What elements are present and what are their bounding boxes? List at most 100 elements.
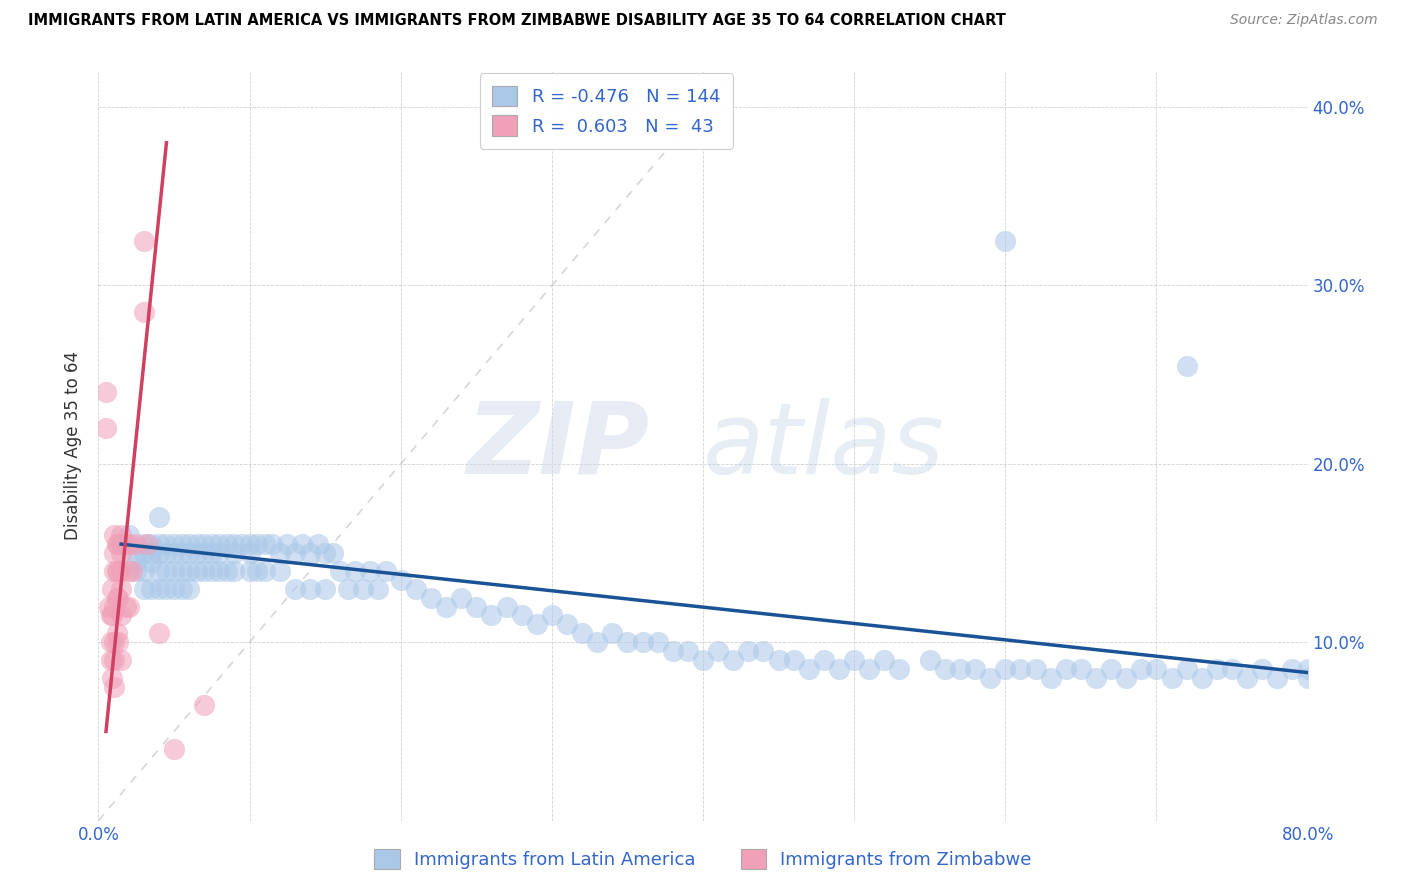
Point (1024, 662, 1046, 676)
Point (163, 742, 186, 756)
Point (723, 653, 745, 667)
Point (1010, 662, 1032, 676)
Point (1267, 671, 1289, 685)
Point (231, 537, 253, 551)
Point (1236, 671, 1258, 685)
Point (107, 591, 129, 605)
Point (132, 564, 155, 578)
Point (1115, 671, 1137, 685)
Point (163, 582, 186, 596)
Point (314, 546, 336, 560)
Text: atlas: atlas (703, 398, 945, 494)
Point (434, 599, 457, 614)
Point (103, 635, 125, 649)
Point (813, 653, 835, 667)
Point (918, 653, 941, 667)
Point (284, 582, 307, 596)
Point (125, 546, 148, 560)
Point (105, 591, 128, 605)
Point (631, 635, 654, 649)
Point (186, 564, 208, 578)
Point (132, 546, 155, 560)
Point (155, 537, 177, 551)
Point (170, 546, 193, 560)
Point (98, 599, 121, 614)
Point (163, 564, 186, 578)
Point (101, 582, 124, 596)
Point (103, 653, 125, 667)
Point (125, 564, 148, 578)
Point (420, 591, 443, 605)
Point (100, 653, 122, 667)
Point (201, 564, 224, 578)
Point (105, 564, 128, 578)
Point (101, 608, 124, 623)
Y-axis label: Disability Age 35 to 64: Disability Age 35 to 64 (65, 351, 83, 541)
Point (1130, 662, 1153, 676)
Point (125, 537, 148, 551)
Point (284, 546, 307, 560)
Point (768, 653, 790, 667)
Point (934, 662, 956, 676)
Point (336, 582, 359, 596)
Point (1296, 662, 1319, 676)
Point (647, 635, 669, 649)
Legend: Immigrants from Latin America, Immigrants from Zimbabwe: Immigrants from Latin America, Immigrant… (366, 839, 1040, 879)
Point (125, 555, 148, 569)
Point (291, 537, 314, 551)
Point (215, 564, 238, 578)
Point (193, 564, 215, 578)
Point (170, 582, 193, 596)
Point (107, 537, 129, 551)
Point (858, 662, 880, 676)
Point (1144, 662, 1167, 676)
Point (148, 510, 170, 524)
Point (1160, 671, 1182, 685)
Point (979, 671, 1001, 685)
Point (1039, 671, 1062, 685)
Point (239, 564, 262, 578)
Point (965, 662, 987, 676)
Point (269, 564, 291, 578)
Point (148, 564, 170, 578)
Point (783, 653, 806, 667)
Point (132, 234, 155, 248)
Point (344, 564, 367, 578)
Point (1070, 662, 1092, 676)
Point (118, 537, 141, 551)
Point (208, 537, 231, 551)
Point (239, 546, 262, 560)
Point (540, 608, 562, 623)
Point (132, 582, 155, 596)
Point (118, 599, 141, 614)
Point (107, 564, 129, 578)
Point (118, 564, 141, 578)
Point (141, 537, 163, 551)
Point (1099, 662, 1122, 676)
Point (132, 305, 155, 319)
Point (253, 537, 276, 551)
Point (148, 582, 170, 596)
Point (179, 582, 201, 596)
Point (676, 644, 699, 658)
Point (737, 644, 759, 658)
Point (450, 591, 472, 605)
Point (179, 546, 201, 560)
Point (170, 564, 193, 578)
Point (208, 564, 231, 578)
Point (141, 582, 163, 596)
Point (1054, 662, 1077, 676)
Point (114, 599, 136, 614)
Point (246, 537, 269, 551)
Point (510, 608, 533, 623)
Point (121, 564, 143, 578)
Text: ZIP: ZIP (467, 398, 650, 494)
Point (405, 582, 427, 596)
Point (752, 644, 775, 658)
Point (155, 546, 177, 560)
Point (179, 537, 201, 551)
Point (163, 537, 186, 551)
Point (105, 537, 128, 551)
Point (314, 582, 336, 596)
Point (148, 546, 170, 560)
